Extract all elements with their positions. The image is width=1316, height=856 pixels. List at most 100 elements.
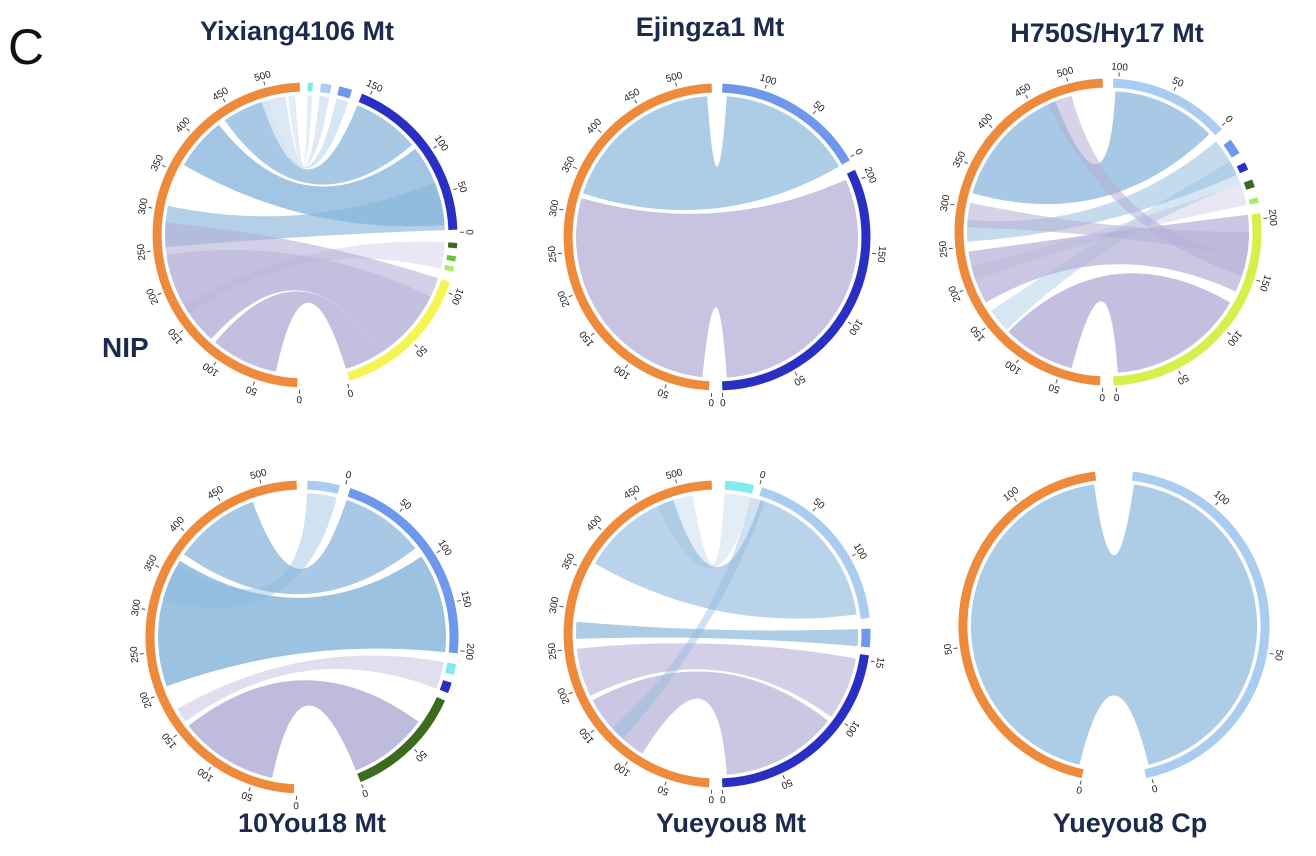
- tick-mark: [1013, 497, 1018, 502]
- tick-label: 150: [364, 78, 384, 95]
- tick-label: 150: [577, 725, 596, 745]
- chord-diagram-3: 0 50 100 150 200 250 300 350 400 450 500 0 50 100 150 2…: [129, 467, 476, 810]
- query-segment-arc: [337, 86, 353, 99]
- tick-label: 150: [166, 326, 185, 346]
- tick-label: 50: [656, 386, 671, 400]
- tick-label: 350: [143, 553, 160, 573]
- tick-mark: [959, 289, 964, 293]
- query-segment-arc: [346, 279, 451, 381]
- tick-label: 0: [463, 229, 474, 235]
- query-segment-arc: [722, 169, 871, 391]
- chord-ribbon: [183, 124, 445, 227]
- chord-ribbon: [183, 241, 445, 314]
- tick-label: 350: [560, 154, 577, 174]
- tick-label: 0: [1150, 782, 1158, 794]
- tick-label: 150: [968, 323, 987, 343]
- tick-mark: [1055, 379, 1058, 384]
- chord-ribbon: [1008, 273, 1231, 373]
- nip-segment-arc: [563, 83, 712, 391]
- tick-mark: [161, 164, 166, 168]
- tick-mark: [157, 292, 162, 296]
- panel-letter: C: [8, 19, 45, 75]
- tick-mark: [1066, 77, 1069, 82]
- tick-label: 50: [1175, 371, 1190, 386]
- tick-mark: [453, 188, 458, 191]
- tick-mark: [664, 384, 667, 389]
- tick-label: 500: [665, 467, 684, 482]
- tick-label: 450: [1013, 81, 1033, 99]
- tick-label: 300: [130, 598, 144, 617]
- tick-mark: [1015, 359, 1019, 364]
- tick-label: 150: [1257, 273, 1273, 293]
- tick-mark: [345, 480, 348, 485]
- tick-mark: [794, 371, 798, 376]
- tick-mark: [141, 608, 146, 610]
- chord-ribbon: [991, 161, 1241, 330]
- tick-mark: [624, 364, 628, 369]
- chord-ribbon: [576, 179, 858, 378]
- chord-diagram-1: 0 50 100 150 200 250 300 350 400 450 500 0 50 100 0 50 1…: [547, 70, 888, 407]
- tick-label: 100: [1111, 61, 1129, 73]
- tick-mark: [953, 647, 958, 649]
- tick-mark: [1079, 780, 1082, 785]
- tick-mark: [847, 321, 852, 325]
- nip-segment-arc: [563, 480, 712, 788]
- tick-mark: [1025, 94, 1029, 99]
- tick-mark: [1256, 279, 1261, 282]
- tick-label: 200: [138, 690, 155, 710]
- chord-diagram-5: 0 50 100 0 50 100: [942, 471, 1285, 795]
- chord-ribbon: [594, 499, 857, 619]
- chord-ribbon: [164, 222, 439, 297]
- tick-label: 50: [942, 642, 955, 655]
- tick-label: 0: [293, 799, 299, 810]
- nip-segment-arc: [958, 471, 1097, 779]
- tick-mark: [259, 479, 262, 484]
- tick-label: 50: [811, 496, 827, 512]
- chord-ribbon: [971, 183, 1247, 281]
- tick-label: 100: [201, 360, 221, 379]
- tick-mark: [248, 787, 251, 792]
- chord-ribbon: [966, 141, 1237, 242]
- tick-label: 200: [556, 686, 573, 706]
- diagram-title-yueyou8-mt: Yueyou8 Mt: [655, 808, 807, 838]
- tick-mark: [1269, 652, 1274, 655]
- tick-label: 50: [244, 383, 259, 397]
- chord-ribbon: [177, 655, 444, 722]
- query-segment-arc: [1248, 197, 1259, 205]
- tick-mark: [559, 605, 564, 608]
- chord-ribbon: [224, 101, 413, 185]
- tick-mark: [1215, 501, 1219, 506]
- chord-ribbon: [188, 680, 419, 778]
- tick-mark: [812, 110, 816, 115]
- tick-mark: [634, 99, 638, 104]
- diagram-title-yueyou8-cp: Yueyou8 Cp: [1052, 808, 1208, 838]
- tick-label: 50: [811, 99, 827, 115]
- tick-mark: [150, 696, 155, 699]
- tick-label: 300: [137, 197, 151, 216]
- query-segment-arc: [722, 654, 869, 788]
- tick-mark: [850, 154, 855, 158]
- tick-label: 250: [547, 642, 560, 660]
- query-segment-arc: [860, 628, 871, 648]
- query-segment-arc: [759, 487, 870, 619]
- tick-mark: [597, 129, 602, 133]
- diagram-title-h750s-hy17: H750S/Hy17 Mt: [1010, 18, 1204, 48]
- tick-label: 100: [612, 760, 632, 779]
- tick-label: 200: [862, 165, 879, 185]
- query-segment-arc: [444, 264, 455, 272]
- tick-mark: [370, 90, 373, 95]
- chord-ribbon: [261, 98, 349, 169]
- tick-label: 150: [875, 245, 888, 263]
- chord-ribbon: [158, 556, 446, 687]
- tick-label: 50: [656, 783, 671, 797]
- tick-label: 400: [585, 116, 605, 136]
- tick-label: 500: [249, 467, 268, 482]
- tick-label: 0: [344, 470, 353, 482]
- tick-mark: [252, 381, 255, 386]
- tick-label: 100: [432, 133, 451, 153]
- tick-label: 450: [206, 484, 226, 502]
- tick-label: 100: [1001, 485, 1021, 504]
- tick-mark: [1173, 86, 1177, 91]
